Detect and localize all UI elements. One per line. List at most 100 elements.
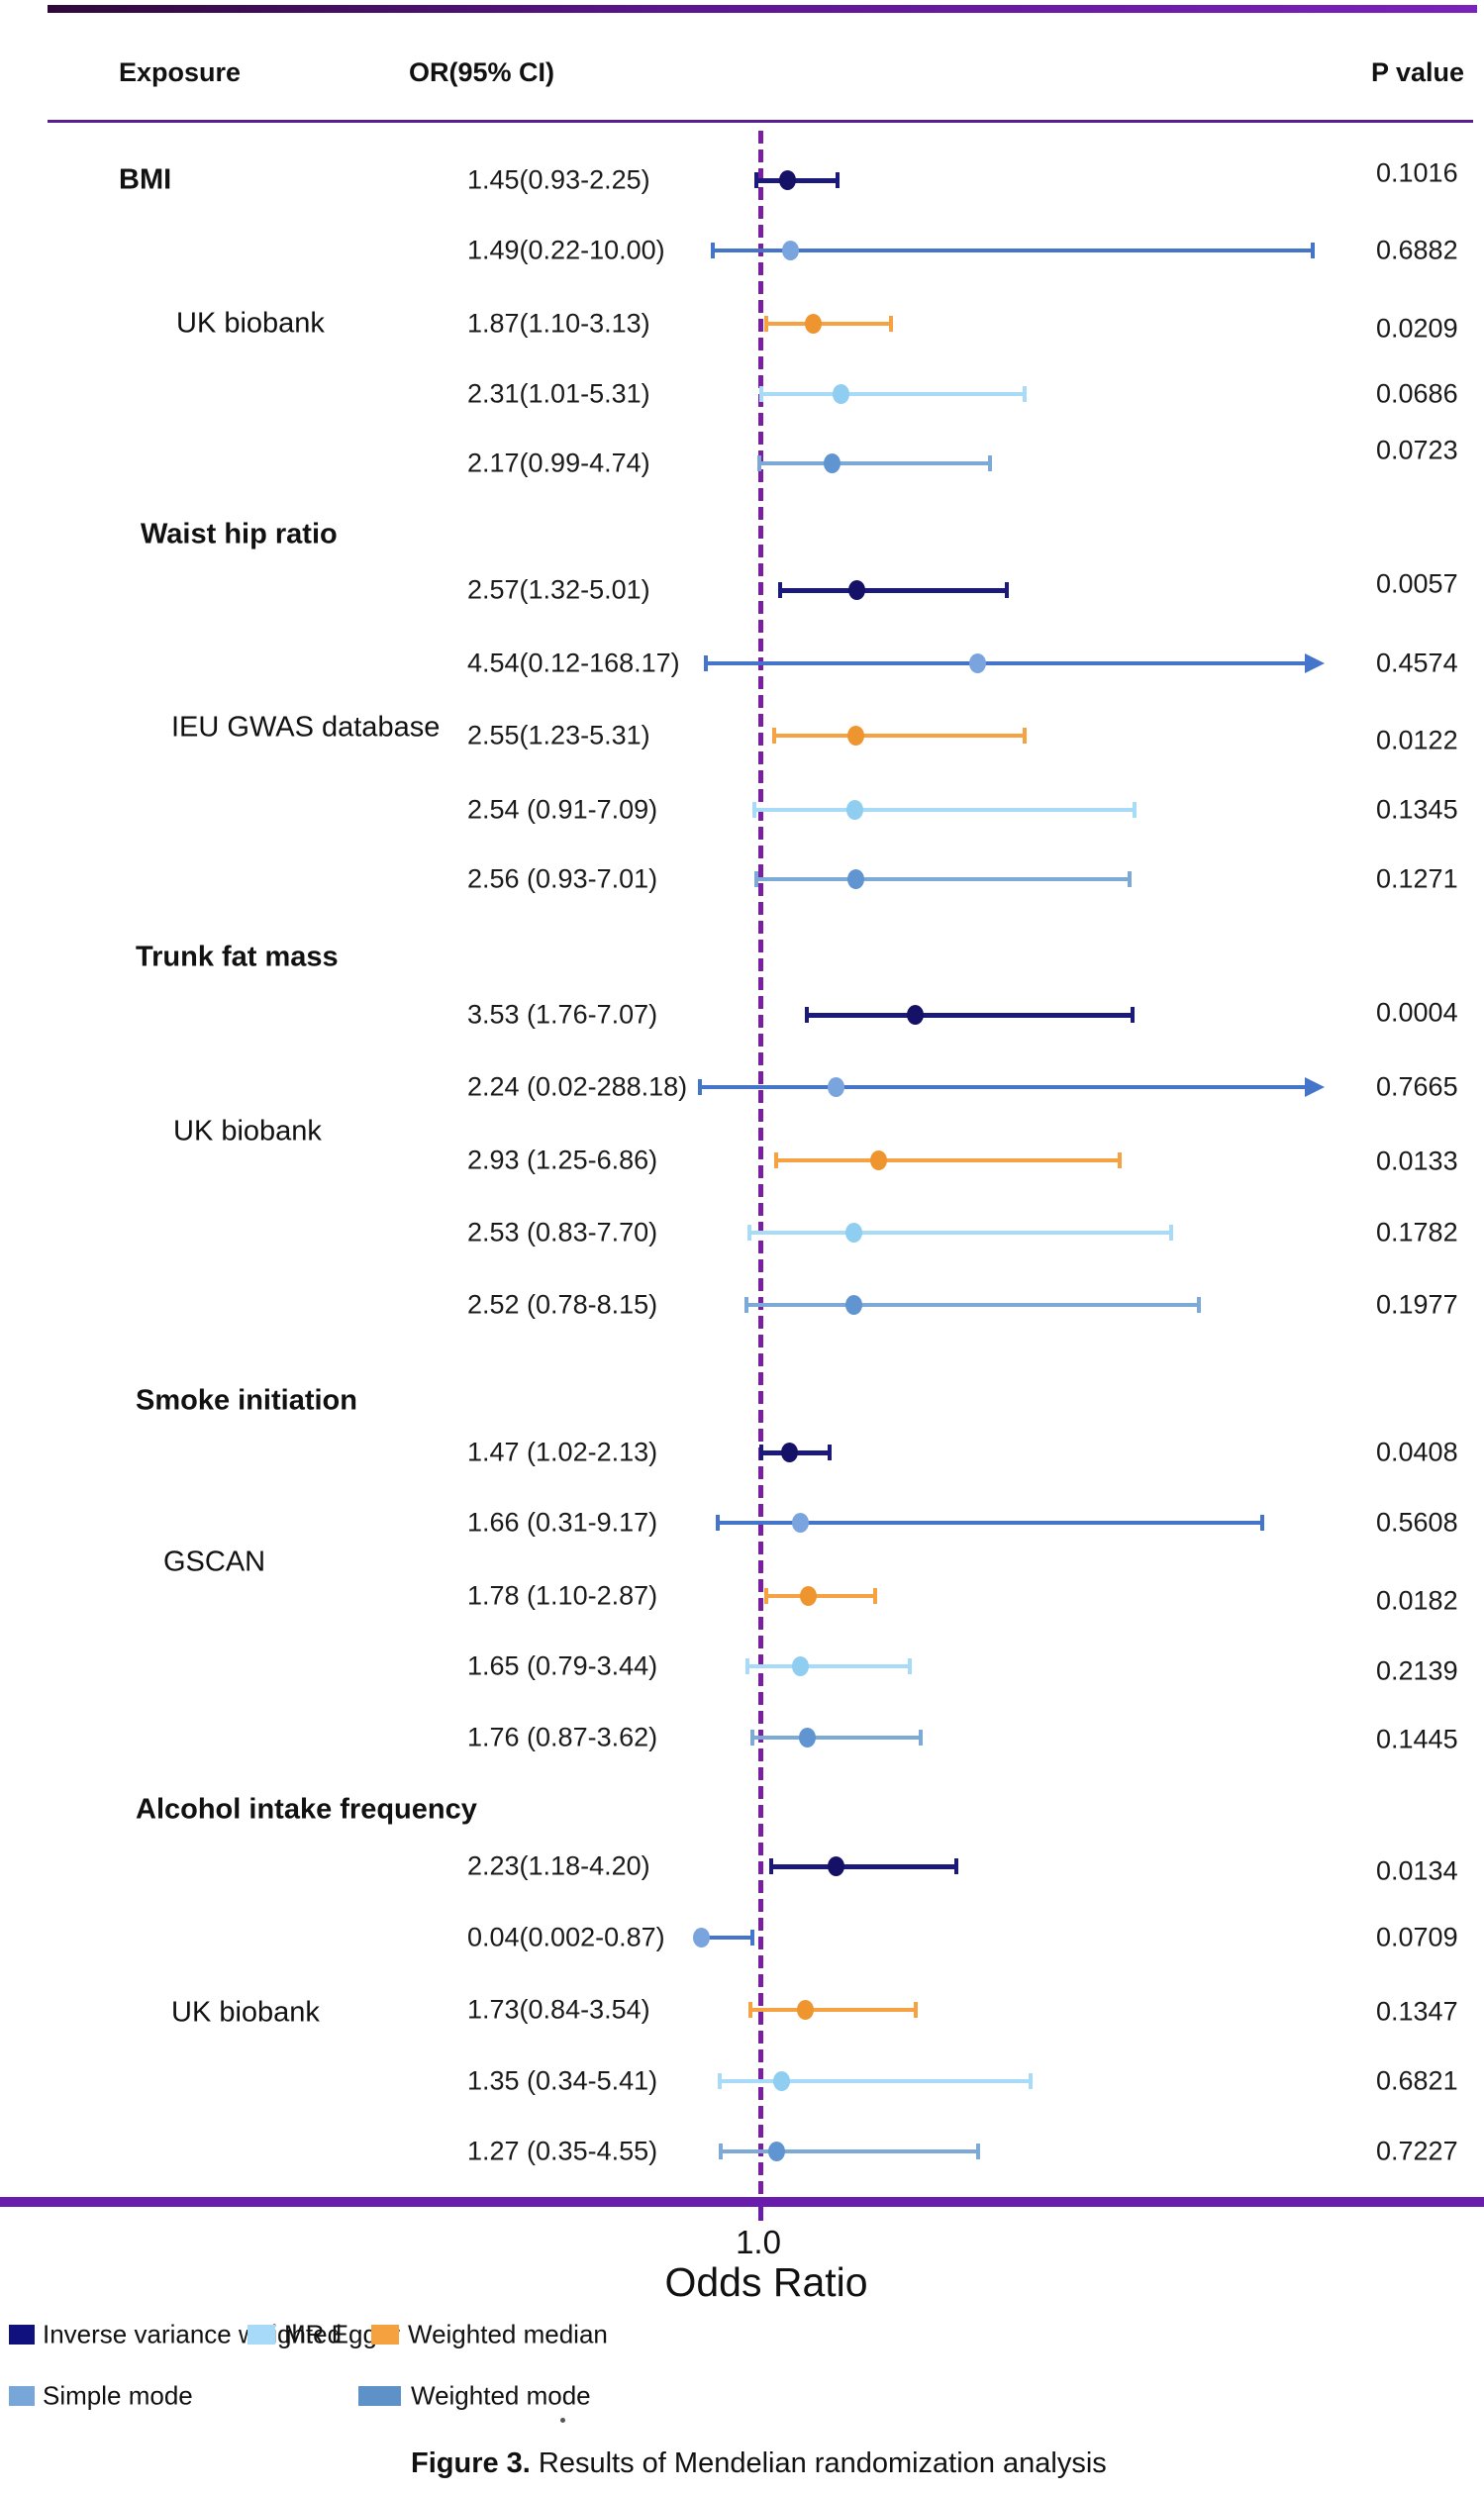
or-point-marker	[847, 869, 865, 889]
p-value-text: 0.0209	[1376, 313, 1458, 344]
ci-cap-left	[698, 1079, 703, 1095]
ci-line	[760, 392, 1026, 396]
ci-cap-left	[764, 316, 769, 332]
ci-line	[699, 1936, 752, 1940]
or-ci-text: 1.73(0.84-3.54)	[467, 1994, 650, 2025]
or-point-marker	[828, 1077, 845, 1097]
ci-cap-left	[749, 1730, 754, 1746]
p-value-text: 0.2139	[1376, 1655, 1458, 1686]
ci-line	[766, 1594, 875, 1598]
or-point-marker	[796, 2000, 814, 2020]
p-value-text: 0.6882	[1376, 235, 1458, 265]
ci-cap-right	[914, 2002, 919, 2018]
ci-line	[807, 1012, 1134, 1018]
ci-arrowhead	[1305, 653, 1325, 673]
ci-cap-right	[1023, 728, 1028, 744]
or-point-marker	[805, 314, 823, 334]
exposure-label: BMI	[119, 163, 172, 196]
cohort-label: IEU GWAS database	[171, 711, 441, 744]
ci-cap-right	[1311, 243, 1315, 258]
ci-cap-left	[718, 2144, 723, 2159]
or-ci-text: 1.78 (1.10-2.87)	[467, 1580, 658, 1611]
or-point-marker	[847, 580, 865, 600]
exposure-label: Waist hip ratio	[141, 518, 338, 550]
or-point-marker	[780, 1443, 798, 1462]
or-ci-text: 0.04(0.002-0.87)	[467, 1922, 665, 1952]
or-ci-text: 1.87(1.10-3.13)	[467, 308, 650, 339]
ci-line	[759, 461, 990, 465]
ci-cap-right	[1004, 582, 1009, 598]
ci-line	[754, 808, 1135, 812]
ci-line	[766, 322, 892, 326]
reference-line-or-1	[758, 131, 763, 2220]
or-ci-text: 2.56 (0.93-7.01)	[467, 863, 658, 894]
ci-cap-right	[954, 1858, 959, 1874]
ci-cap-left	[744, 1297, 749, 1313]
p-value-text: 0.0133	[1376, 1146, 1458, 1176]
ci-cap-right	[908, 1658, 913, 1674]
or-point-marker	[845, 800, 863, 820]
ci-cap-right	[749, 1930, 754, 1946]
ci-arrowhead	[1305, 1077, 1325, 1097]
ci-cap-left	[718, 2073, 723, 2089]
ci-cap-right	[828, 1445, 833, 1460]
p-value-text: 0.6821	[1376, 2065, 1458, 2096]
p-value-text: 0.0182	[1376, 1585, 1458, 1616]
p-value-text: 0.1977	[1376, 1289, 1458, 1320]
ci-line	[706, 661, 1305, 665]
or-ci-text: 2.93 (1.25-6.86)	[467, 1145, 658, 1175]
or-point-marker	[799, 1586, 817, 1606]
ci-cap-right	[872, 1588, 877, 1604]
axis-reference-label: 1.0	[736, 2224, 781, 2260]
top-rule	[48, 5, 1477, 13]
ci-cap-left	[757, 455, 762, 471]
ci-cap-left	[772, 728, 777, 744]
figure-caption-number: Figure 3.	[411, 2447, 531, 2479]
or-point-marker	[824, 453, 841, 473]
ci-cap-left	[773, 1152, 778, 1168]
or-ci-text: 2.24 (0.02-288.18)	[467, 1071, 688, 1102]
ci-cap-left	[753, 172, 758, 188]
ci-line	[771, 1863, 957, 1869]
cohort-label: GSCAN	[163, 1546, 266, 1578]
exposure-label: Alcohol intake frequency	[136, 1793, 477, 1826]
legend-label: Weighted mode	[411, 2380, 591, 2411]
ci-cap-left	[744, 1658, 749, 1674]
ci-line	[746, 1303, 1200, 1307]
ci-line	[700, 1085, 1305, 1089]
p-value-text: 0.0723	[1376, 435, 1458, 465]
ci-line	[720, 2149, 979, 2153]
or-point-marker	[907, 1005, 925, 1025]
or-ci-text: 2.31(1.01-5.31)	[467, 378, 650, 409]
legend-swatch	[371, 2325, 399, 2345]
ci-cap-right	[1131, 1007, 1136, 1023]
or-point-marker	[692, 1928, 710, 1947]
ci-cap-left	[748, 2002, 753, 2018]
p-value-text: 0.1345	[1376, 794, 1458, 825]
ci-line	[749, 1231, 1172, 1235]
ci-cap-left	[747, 1225, 752, 1241]
axis-title: Odds Ratio	[664, 2259, 868, 2305]
ci-line	[746, 1664, 911, 1668]
exposure-label: Smoke initiation	[136, 1384, 357, 1417]
or-ci-text: 1.76 (0.87-3.62)	[467, 1722, 658, 1752]
or-point-marker	[844, 1295, 862, 1315]
ci-cap-left	[752, 802, 757, 818]
or-point-marker	[827, 1856, 844, 1876]
cohort-label: UK biobank	[176, 307, 325, 340]
column-header-or-ci: OR(95% CI)	[409, 57, 555, 87]
p-value-text: 0.7665	[1376, 1071, 1458, 1102]
or-point-marker	[791, 1656, 809, 1676]
ci-cap-right	[1023, 386, 1028, 402]
p-value-text: 0.7227	[1376, 2136, 1458, 2166]
or-point-marker	[768, 2142, 786, 2161]
or-ci-text: 1.47 (1.02-2.13)	[467, 1437, 658, 1467]
ci-line	[774, 734, 1026, 738]
exposure-label: Trunk fat mass	[136, 941, 339, 973]
p-value-text: 0.0686	[1376, 378, 1458, 409]
or-point-marker	[846, 726, 864, 746]
header-rule	[48, 120, 1473, 123]
legend-label: Inverse variance weighted	[43, 2319, 343, 2349]
or-ci-text: 2.53 (0.83-7.70)	[467, 1217, 658, 1248]
ci-cap-right	[1197, 1297, 1202, 1313]
